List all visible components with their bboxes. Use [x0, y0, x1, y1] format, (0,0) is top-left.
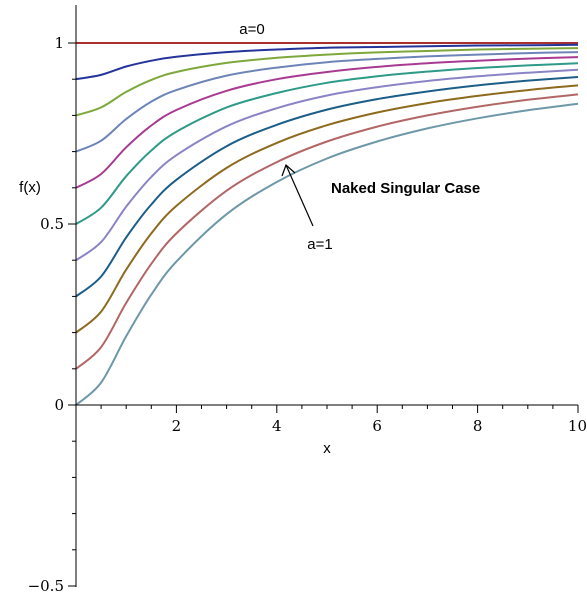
x-tick-label: 6 — [372, 417, 382, 435]
series-line-6 — [75, 68, 579, 262]
curves — [75, 42, 579, 406]
x-axis-label: x — [323, 440, 331, 457]
x-tick-label: 2 — [172, 417, 182, 435]
series-line-2 — [75, 47, 579, 117]
x-tick-label: 10 — [568, 417, 587, 435]
y-axis-label: f(x) — [19, 179, 41, 196]
arrow-head — [281, 163, 296, 177]
case-label: Naked Singular Case — [331, 180, 480, 197]
top-curve-label: a=0 — [239, 21, 264, 38]
arrow-shaft — [285, 164, 314, 227]
series-line-3 — [75, 51, 579, 153]
x-tick-label: 4 — [272, 417, 282, 435]
x-tick-label: 8 — [473, 417, 483, 435]
series-line-7 — [75, 76, 579, 298]
series-line-4 — [75, 56, 579, 189]
y-tick-label: −0.5 — [28, 577, 64, 595]
y-tick-label: 0 — [54, 396, 64, 414]
series-line-5 — [75, 62, 579, 225]
ticks: 2 4 6 8 10 −0.5 0 0.5 1 — [28, 34, 587, 595]
y-tick-label: 0.5 — [40, 215, 64, 233]
bottom-curve-label: a=1 — [307, 236, 332, 253]
annotation-arrow — [281, 163, 314, 227]
y-tick-label: 1 — [54, 34, 64, 52]
series-line-9 — [75, 93, 579, 370]
series-line-1 — [75, 43, 579, 81]
series-line-8 — [75, 84, 579, 334]
series-line-10 — [75, 102, 579, 406]
